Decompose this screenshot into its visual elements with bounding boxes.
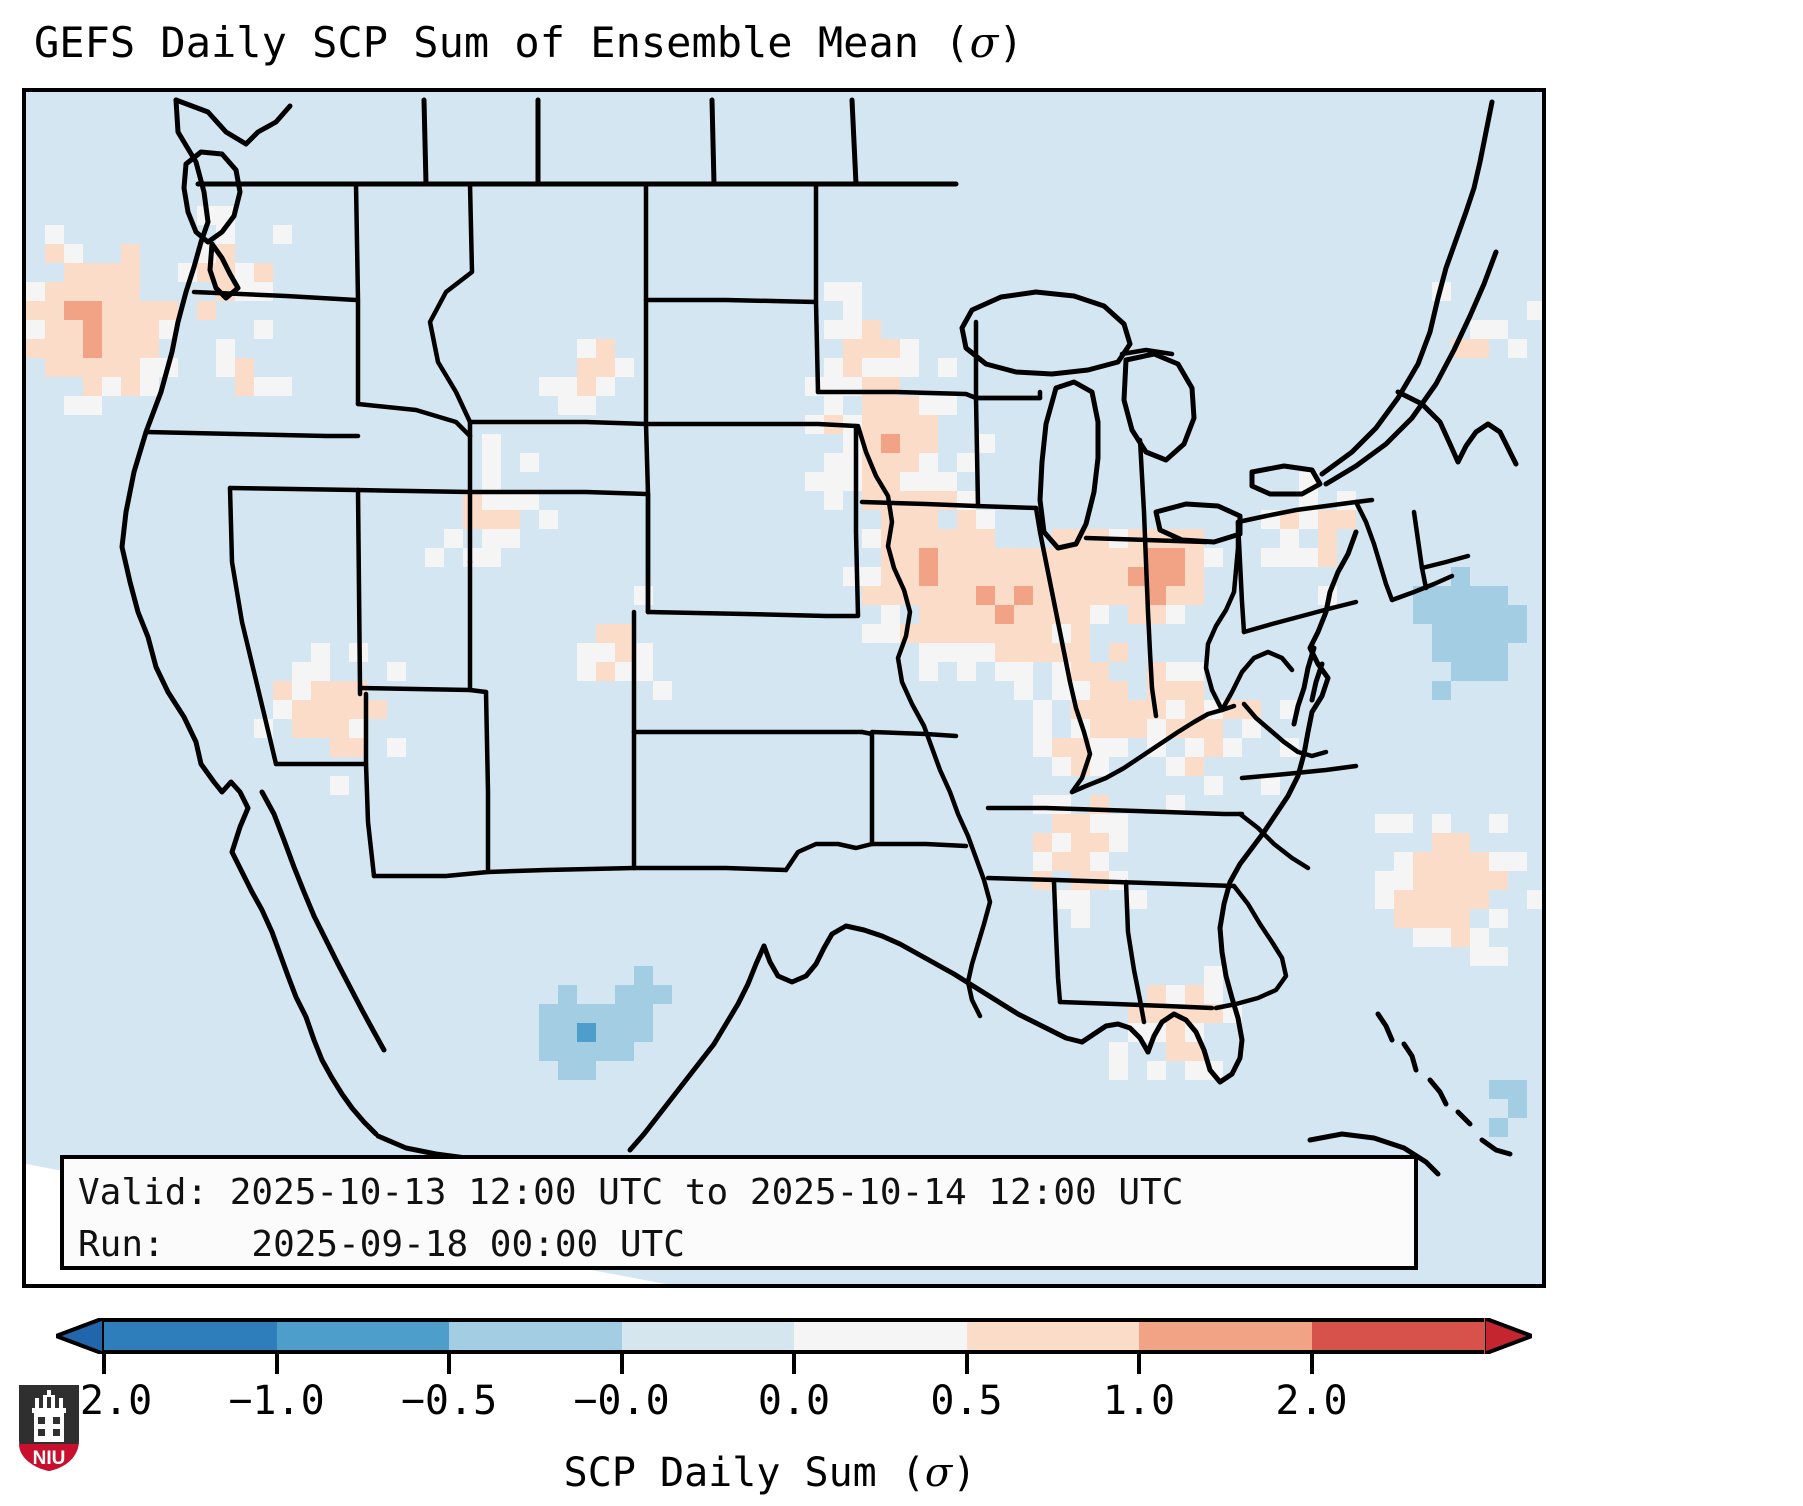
anomaly-grid-layer <box>26 92 1542 1284</box>
run-time-line: Run: 2025-09-18 00:00 UTC <box>78 1224 685 1265</box>
colorbar-gradient[interactable] <box>104 1318 1485 1354</box>
colorbar-tick-3 <box>619 1354 624 1374</box>
colorbar-segment-3 <box>621 1318 795 1354</box>
colorbar-tick-label-6: 1.0 <box>1102 1378 1176 1424</box>
colorbar-tick-5 <box>964 1354 969 1374</box>
colorbar-over-arrow <box>1484 1318 1532 1354</box>
colorbar-tick-1 <box>274 1354 279 1374</box>
page-title-text: GEFS Daily SCP Sum of Ensemble Mean ( <box>34 18 970 67</box>
colorbar-tick-label-5: 0.5 <box>930 1378 1003 1424</box>
colorbar-segment-2 <box>449 1318 623 1354</box>
geography-layer <box>119 97 1519 1185</box>
colorbar-tick-label-4: 0.0 <box>757 1378 831 1424</box>
sigma-symbol-colorbar: σ <box>924 1450 953 1496</box>
niu-wordmark: NIU <box>33 1448 66 1469</box>
colorbar-tick-0 <box>102 1354 106 1374</box>
colorbar-tick-2 <box>447 1354 451 1374</box>
map-canvas <box>26 92 1542 1284</box>
colorbar-tick-7 <box>1309 1354 1314 1374</box>
niu-logo: NIU <box>19 1385 79 1471</box>
colorbar-segment-1 <box>276 1318 450 1354</box>
colorbar-segment-6 <box>1139 1318 1313 1354</box>
colorbar-segment-5 <box>966 1318 1140 1354</box>
colorbar-tick-label-2: −0.5 <box>400 1378 498 1424</box>
page-title: GEFS Daily SCP Sum of Ensemble Mean (σ) <box>34 18 1734 67</box>
colorbar-axis-label: SCP Daily Sum (σ) <box>563 1450 977 1496</box>
valid-run-annotation-box: Valid: 2025-10-13 12:00 UTC to 2025-10-1… <box>60 1155 1418 1270</box>
colorbar-segment-0 <box>104 1318 278 1354</box>
sigma-symbol: σ <box>969 18 999 67</box>
colorbar-tick-label-1: −1.0 <box>228 1378 325 1424</box>
valid-time-line: Valid: 2025-10-13 12:00 UTC to 2025-10-1… <box>78 1172 1184 1213</box>
colorbar-tick-6 <box>1137 1354 1141 1374</box>
colorbar-under-arrow <box>56 1318 104 1354</box>
colorbar-tick-label-7: 2.0 <box>1275 1378 1348 1424</box>
colorbar-segment-7 <box>1311 1318 1485 1354</box>
colorbar-tick-label-3: −0.0 <box>573 1378 670 1424</box>
colorbar-panel[interactable]: −2.0 −1.0 −0.5 −0.0 0.0 0.5 1.0 2.0 SCP Daily S… <box>0 1300 1803 1506</box>
map-panel[interactable] <box>22 88 1546 1288</box>
colorbar-segment-4 <box>794 1318 968 1354</box>
colorbar-tick-4 <box>792 1354 796 1374</box>
page-title-tail: ) <box>998 18 1024 67</box>
